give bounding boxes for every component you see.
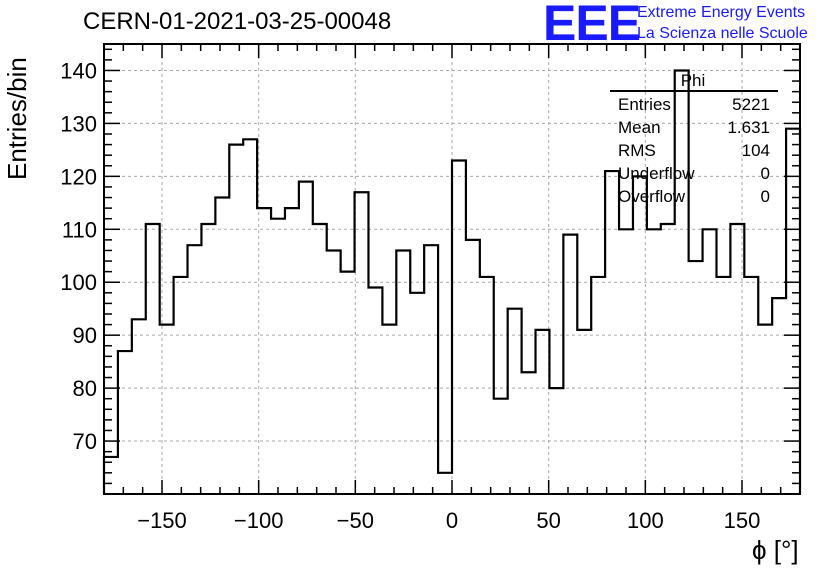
x-tick-label: 100 (627, 508, 664, 533)
eee-logo: EEE (543, 0, 641, 51)
y-axis-label: Entries/bin (2, 57, 32, 180)
x-tick-label: −50 (337, 508, 374, 533)
stats-row-label: Overflow (618, 187, 686, 206)
stats-row-value: 0 (761, 187, 770, 206)
stats-row-label: Mean (618, 118, 661, 137)
stats-row-label: Entries (618, 95, 671, 114)
y-tick-label: 140 (60, 58, 97, 83)
stats-row-value: 0 (761, 164, 770, 183)
stats-row-value: 1.631 (727, 118, 770, 137)
stats-box: Phi Entries 5221 Mean 1.631 RMS 104 Underflow 0 O… (610, 71, 778, 206)
y-tick-label: 120 (60, 164, 97, 189)
histogram-series (102, 69, 802, 494)
y-tick-label: 70 (73, 429, 97, 454)
x-tick-label: −100 (234, 508, 284, 533)
y-tick-label: 90 (73, 323, 97, 348)
x-tick-label: 150 (724, 508, 761, 533)
y-tick-label: 100 (60, 270, 97, 295)
stats-name: Phi (681, 71, 706, 90)
x-tick-label: 50 (536, 508, 560, 533)
y-tick-label: 130 (60, 111, 97, 136)
y-tick-label: 80 (73, 376, 97, 401)
stats-row-label: Underflow (618, 164, 695, 183)
stats-row-label: RMS (618, 141, 656, 160)
logo-subtitle-2: La Scienza nelle Scuole (637, 25, 808, 42)
axis-ticks: −150 −100 −50 0 50 100 150 70 80 90 100 110 120 130 14… (60, 44, 800, 533)
stats-row-value: 5221 (732, 95, 770, 114)
chart-title: CERN-01-2021-03-25-00048 (83, 8, 392, 35)
x-axis-label: ϕ [°] (752, 535, 799, 565)
logo-subtitle-1: Extreme Energy Events (637, 4, 806, 21)
y-tick-label: 110 (62, 217, 97, 242)
stats-row-value: 104 (742, 141, 770, 160)
x-tick-label: 0 (446, 508, 458, 533)
x-tick-label: −150 (137, 508, 187, 533)
